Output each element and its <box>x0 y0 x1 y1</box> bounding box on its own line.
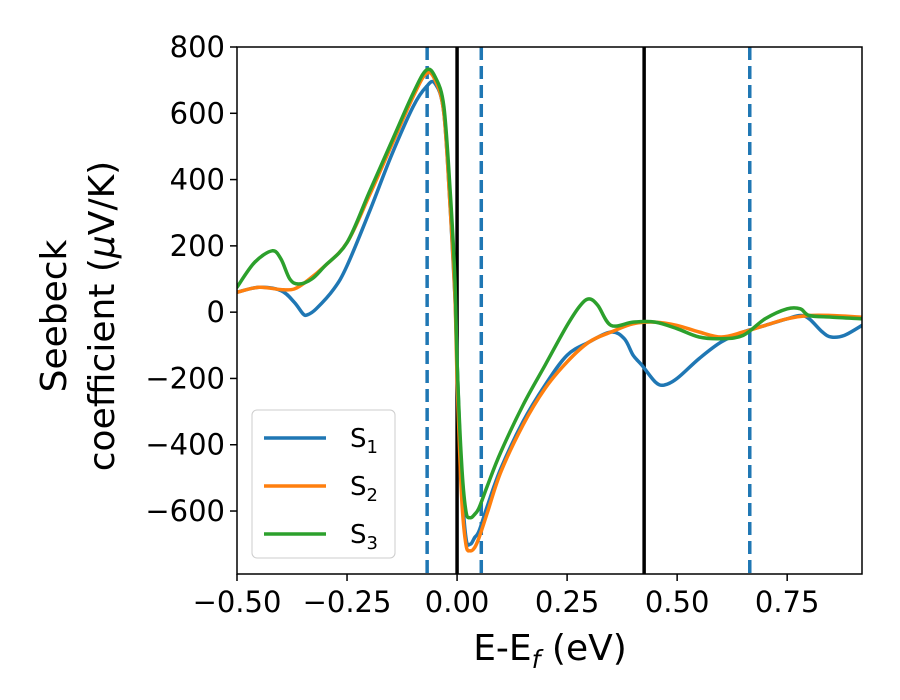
series-lines <box>237 67 862 553</box>
y-axis-label-line1: Seebeck <box>34 239 75 392</box>
legend: S1 S2 S3 <box>251 409 396 559</box>
y-tick-label: 600 <box>170 96 225 130</box>
legend-label-s3: S3 <box>350 520 378 554</box>
legend-label-s2: S2 <box>350 472 378 506</box>
x-tick-label: 0.25 <box>535 585 600 619</box>
y-tick-label: −200 <box>145 361 225 395</box>
y-axis-label: Seebeck coefficient (μV/K) <box>34 161 123 471</box>
x-axis-label: E-Ef (eV) <box>473 628 627 674</box>
legend-box <box>251 409 396 559</box>
x-tick-label: 0.75 <box>755 585 820 619</box>
y-tick-label: 200 <box>170 229 225 263</box>
y-tick-label: 400 <box>170 163 225 197</box>
y-tick-label: −400 <box>145 428 225 462</box>
vertical-reference-lines <box>425 47 752 574</box>
x-tick-label: 0.50 <box>645 585 710 619</box>
plot-frame <box>236 46 863 575</box>
y-tick-label: −600 <box>145 494 225 528</box>
x-tick-label: 0.00 <box>425 585 490 619</box>
x-tick-label: −0.50 <box>193 585 282 619</box>
y-tick-label: 0 <box>207 295 225 329</box>
x-tick-label: −0.25 <box>303 585 392 619</box>
y-tick-label: 800 <box>170 30 225 64</box>
series-line-s3 <box>237 67 862 520</box>
y-axis: −600 −400 −200 0 200 400 600 800 <box>145 30 237 528</box>
x-axis: −0.50 −0.25 0.00 0.25 0.50 0.75 <box>193 574 820 619</box>
legend-label-s1: S1 <box>350 424 378 458</box>
y-axis-label-line2: coefficient (μV/K) <box>82 161 123 471</box>
